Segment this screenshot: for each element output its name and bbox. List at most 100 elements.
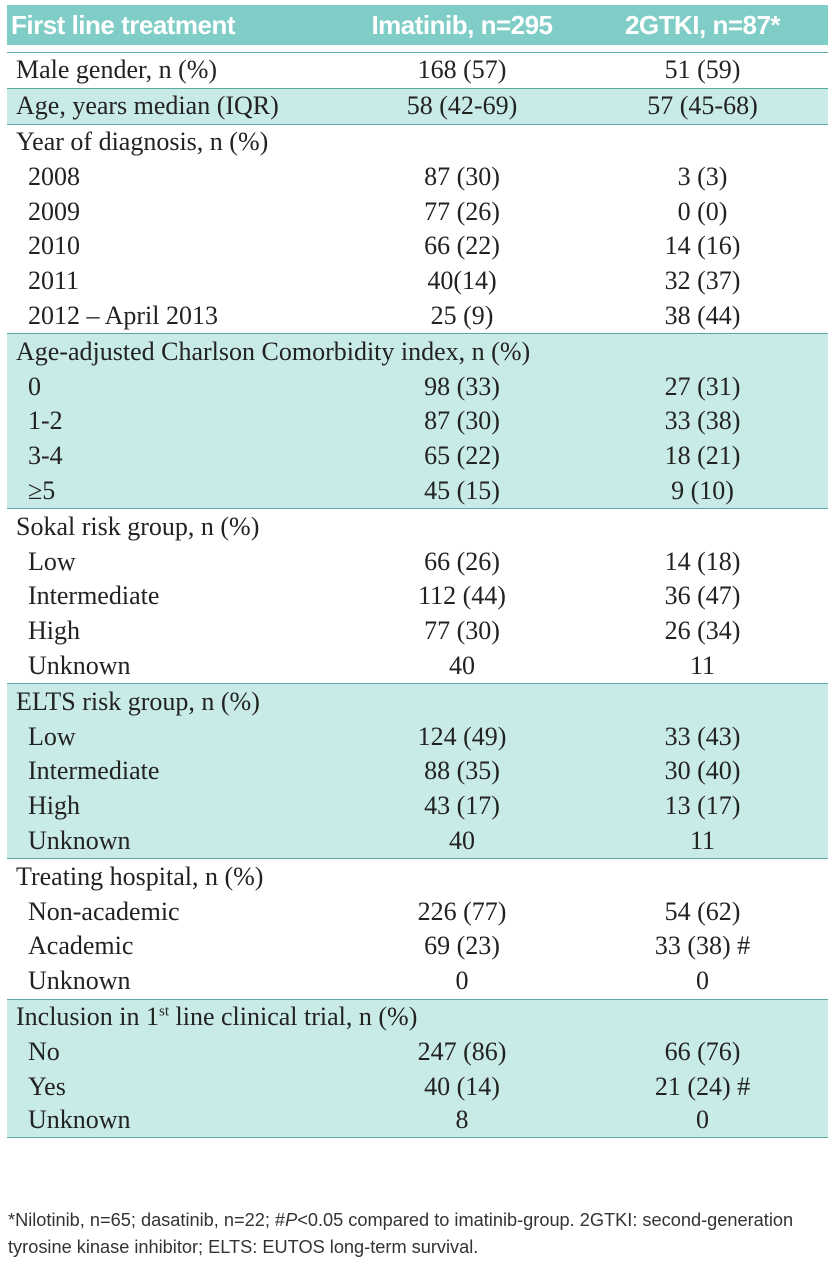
row-label: No: [7, 1034, 347, 1070]
imatinib-value: 124 (49): [347, 719, 577, 754]
2gtki-value: 3 (3): [677, 161, 728, 191]
imatinib-value: 87 (30): [424, 161, 500, 191]
row-label: Unknown: [7, 823, 347, 860]
section-label: Inclusion in 1st line clinical trial, n …: [7, 998, 828, 1035]
imatinib-value: 112 (44): [418, 581, 506, 611]
imatinib-value: 98 (33): [347, 369, 577, 404]
row-label: Intermediate: [28, 581, 160, 611]
2gtki-value: 27 (31): [577, 369, 828, 404]
row-label: Age, years median (IQR): [7, 87, 347, 125]
2gtki-value: 0: [577, 1103, 828, 1138]
section-label: Year of diagnosis, n (%): [7, 123, 828, 160]
row-label: Yes: [7, 1069, 347, 1104]
imatinib-value: 8: [347, 1103, 577, 1138]
row-label: High: [7, 788, 347, 824]
2gtki-value: 33 (43): [577, 719, 828, 754]
table-row: Unknown 40 11: [7, 648, 828, 685]
section-clinical-trial: Inclusion in 1st line clinical trial, n …: [7, 998, 828, 1035]
imatinib-value: 168 (57): [347, 52, 577, 89]
table-row: 2010 66 (22) 14 (16): [7, 229, 828, 264]
imatinib-value: 40 (14): [347, 1069, 577, 1104]
row-label: 2010: [28, 231, 80, 261]
table-row: High 77 (30) 26 (34): [7, 614, 828, 649]
table-footnote: *Nilotinib, n=65; dasatinib, n=22; #P<0.…: [8, 1210, 794, 1257]
imatinib-value: 40: [347, 823, 577, 860]
2gtki-value: 11: [577, 823, 828, 860]
section-label: Age-adjusted Charlson Comorbidity index,…: [7, 333, 828, 370]
section-label: ELTS risk group, n (%): [7, 683, 828, 720]
2gtki-value: 0 (0): [677, 196, 728, 226]
2gtki-value: 36 (47): [664, 581, 741, 611]
imatinib-value: 87 (30): [347, 403, 577, 439]
table-row: 2012 – April 2013 25 (9) 38 (44): [7, 298, 828, 335]
row-label: Intermediate: [7, 753, 347, 789]
table-row: Unknown 8 0: [7, 1103, 828, 1138]
2gtki-value: 11: [577, 648, 828, 685]
row-label: Unknown: [7, 963, 347, 1000]
imatinib-value: 0: [347, 963, 577, 1000]
row-label: Male gender, n (%): [7, 52, 347, 89]
table-row: Low 66 (26) 14 (18): [7, 544, 828, 579]
row-label: 2011: [28, 266, 80, 296]
row-label: High: [28, 616, 80, 646]
row-label: 3-4: [7, 438, 347, 474]
imatinib-value: 88 (35): [347, 753, 577, 789]
table-row: Intermediate 112 (44) 36 (47): [7, 579, 828, 614]
2gtki-value: 14 (18): [664, 546, 741, 576]
imatinib-value: 66 (26): [424, 546, 500, 576]
baseline-characteristics-table: First line treatment Imatinib, n=295 2GT…: [7, 5, 828, 1138]
table-row-age: Age, years median (IQR) 58 (42-69) 57 (4…: [7, 87, 828, 125]
header-first-line-treatment: First line treatment: [7, 5, 347, 45]
row-label: 2008: [28, 161, 80, 191]
section-charlson-index: Age-adjusted Charlson Comorbidity index,…: [7, 333, 828, 370]
imatinib-value: 25 (9): [347, 298, 577, 335]
row-label: 2009: [28, 196, 80, 226]
table-row: Yes 40 (14) 21 (24) #: [7, 1069, 828, 1104]
2gtki-value: 21 (24) #: [577, 1069, 828, 1104]
2gtki-value: 54 (62): [664, 896, 741, 926]
row-label: Non-academic: [28, 896, 180, 926]
row-label: Low: [28, 546, 76, 576]
table-row-male-gender: Male gender, n (%) 168 (57) 51 (59): [7, 52, 828, 89]
table-row: 1-2 87 (30) 33 (38): [7, 403, 828, 439]
2gtki-value: 32 (37): [664, 266, 741, 296]
2gtki-value: 9 (10): [577, 473, 828, 510]
table-row: 3-4 65 (22) 18 (21): [7, 438, 828, 474]
table-row: Unknown 40 11: [7, 823, 828, 860]
row-label: 2012 – April 2013: [7, 298, 347, 335]
table-row: 2011 40(14) 32 (37): [7, 264, 828, 299]
row-label: 1-2: [7, 403, 347, 439]
imatinib-value: 247 (86): [347, 1034, 577, 1070]
imatinib-value: 40: [347, 648, 577, 685]
header-imatinib: Imatinib, n=295: [347, 5, 577, 45]
table-row: 0 98 (33) 27 (31): [7, 369, 828, 404]
table-row: No 247 (86) 66 (76): [7, 1034, 828, 1070]
row-label: 0: [7, 369, 347, 404]
2gtki-value: 38 (44): [577, 298, 828, 335]
2gtki-value: 13 (17): [577, 788, 828, 824]
section-year-of-diagnosis: Year of diagnosis, n (%): [7, 123, 828, 160]
row-label: ≥5: [7, 473, 347, 510]
row-label: Unknown: [7, 1103, 347, 1138]
2gtki-value: 26 (34): [664, 616, 741, 646]
section-sokal-risk: Sokal risk group, n (%): [7, 508, 828, 545]
imatinib-value: 58 (42-69): [347, 87, 577, 125]
2gtki-value: 66 (76): [577, 1034, 828, 1070]
2gtki-value: 33 (38): [577, 403, 828, 439]
imatinib-value: 45 (15): [347, 473, 577, 510]
section-label: Sokal risk group, n (%): [7, 508, 828, 545]
2gtki-value: 14 (16): [664, 231, 741, 261]
table-row: Unknown 0 0: [7, 963, 828, 1000]
section-label: Treating hospital, n (%): [7, 858, 828, 895]
table-row: Non-academic 226 (77) 54 (62): [7, 894, 828, 929]
table-row: Low 124 (49) 33 (43): [7, 719, 828, 754]
section-elts-risk: ELTS risk group, n (%): [7, 683, 828, 720]
imatinib-value: 43 (17): [347, 788, 577, 824]
table-row: 2009 77 (26) 0 (0): [7, 194, 828, 229]
imatinib-value: 226 (77): [417, 896, 507, 926]
imatinib-value: 77 (26): [424, 196, 500, 226]
header-2gtki: 2GTKI, n=87*: [577, 5, 828, 45]
2gtki-value: 0: [577, 963, 828, 1000]
2gtki-value: 18 (21): [577, 438, 828, 474]
